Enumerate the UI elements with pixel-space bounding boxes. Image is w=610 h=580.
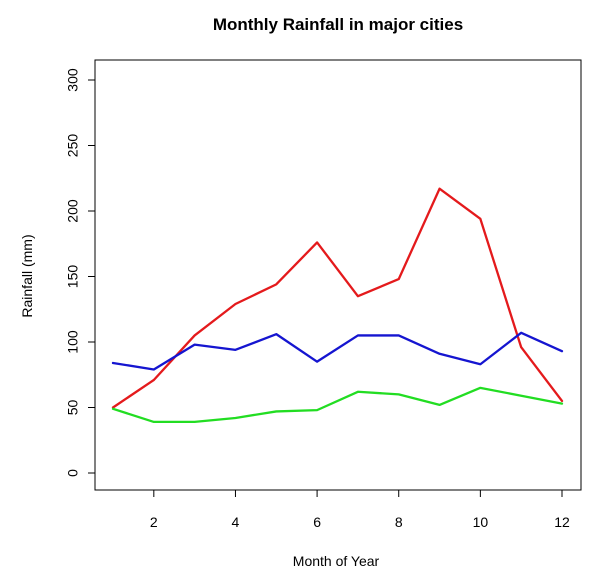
series-layer — [111, 187, 564, 424]
x-tick-label: 6 — [313, 514, 321, 530]
y-tick-label: 200 — [65, 199, 81, 223]
x-tick-label: 12 — [554, 514, 570, 530]
chart-title: Monthly Rainfall in major cities — [213, 15, 463, 34]
y-tick-label: 300 — [65, 68, 81, 92]
y-tick-label: 0 — [65, 469, 81, 477]
x-tick-label: 2 — [150, 514, 158, 530]
y-tick-label: 50 — [65, 400, 81, 416]
x-tick-label: 4 — [232, 514, 240, 530]
x-tick-label: 8 — [395, 514, 403, 530]
plot-frame — [94, 59, 582, 491]
y-tick-label: 250 — [65, 134, 81, 158]
y-tick-label: 100 — [65, 330, 81, 354]
series-line-2 — [111, 331, 564, 371]
x-axis-label: Month of Year — [293, 553, 380, 569]
axes-layer: 2 4 6 8 10 12 0 50 100 150 200 250 300 — [65, 68, 570, 530]
series-line-1 — [111, 187, 564, 409]
x-tick-label: 10 — [473, 514, 489, 530]
series-line-3 — [111, 386, 564, 424]
y-tick-label: 150 — [65, 265, 81, 289]
y-axis-label: Rainfall (mm) — [19, 234, 35, 317]
